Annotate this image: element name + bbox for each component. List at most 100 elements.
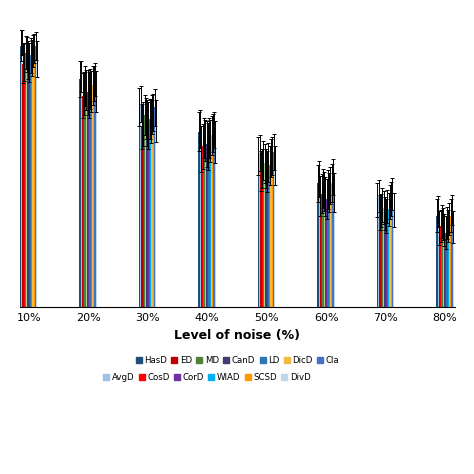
Bar (449, 219, 450, 308)
Bar (82, 96, 83, 308)
Bar (444, 230, 445, 308)
Bar (94, 80, 96, 308)
Bar (87, 92, 88, 308)
Bar (155, 121, 156, 308)
Bar (331, 182, 332, 308)
Bar (213, 130, 215, 308)
Bar (447, 226, 449, 308)
Bar (268, 162, 269, 308)
Bar (36, 59, 37, 308)
Bar (260, 171, 262, 308)
Bar (320, 196, 321, 308)
Bar (22, 64, 24, 308)
Bar (96, 91, 97, 308)
Bar (388, 210, 389, 308)
Bar (440, 226, 441, 308)
Bar (215, 142, 216, 308)
Bar (150, 121, 151, 308)
Bar (200, 129, 201, 308)
Bar (330, 185, 331, 308)
Bar (328, 193, 330, 308)
Bar (90, 89, 91, 308)
Bar (27, 60, 29, 308)
Bar (389, 202, 391, 308)
Bar (384, 213, 385, 308)
Bar (393, 210, 394, 308)
Bar (88, 95, 90, 308)
Bar (274, 165, 275, 308)
Bar (265, 169, 266, 308)
Bar (20, 46, 21, 308)
Bar (273, 152, 274, 308)
Bar (258, 155, 259, 308)
Bar (259, 153, 260, 308)
Bar (264, 163, 265, 308)
Bar (332, 177, 334, 308)
Bar (381, 210, 382, 308)
Bar (91, 91, 92, 308)
Bar (209, 138, 210, 308)
Bar (139, 107, 140, 308)
Bar (438, 211, 439, 308)
Bar (439, 228, 440, 308)
Bar (436, 216, 438, 308)
Bar (324, 191, 325, 308)
Bar (81, 76, 82, 308)
Bar (443, 224, 444, 308)
Bar (79, 79, 81, 308)
Bar (269, 165, 270, 308)
Bar (26, 55, 27, 308)
Bar (205, 141, 206, 308)
Bar (34, 49, 35, 308)
Bar (382, 205, 383, 308)
Legend: AvgD, CosD, CorD, WIAD, SCSD, DivD: AvgD, CosD, CorD, WIAD, SCSD, DivD (103, 373, 311, 382)
Bar (317, 183, 319, 308)
Bar (86, 90, 87, 308)
Bar (35, 46, 36, 308)
Bar (450, 216, 451, 308)
Bar (141, 127, 143, 308)
Bar (206, 144, 207, 308)
Bar (262, 169, 263, 308)
Bar (146, 123, 147, 308)
Bar (144, 115, 145, 308)
Bar (272, 155, 273, 308)
Bar (83, 93, 84, 308)
Bar (198, 132, 200, 308)
Bar (451, 210, 453, 308)
Bar (210, 141, 211, 308)
Bar (387, 207, 388, 308)
Bar (145, 118, 146, 308)
Bar (334, 193, 335, 308)
Bar (321, 194, 322, 308)
Bar (147, 126, 149, 308)
Bar (202, 146, 203, 308)
Bar (203, 138, 205, 308)
Bar (212, 133, 213, 308)
Bar (270, 158, 272, 308)
Bar (154, 108, 155, 308)
Bar (201, 149, 202, 308)
Bar (151, 115, 153, 308)
Bar (378, 196, 379, 308)
Bar (383, 208, 384, 308)
Bar (24, 62, 25, 308)
Bar (84, 86, 86, 308)
Bar (441, 222, 443, 308)
Bar (211, 135, 212, 308)
Bar (391, 199, 392, 308)
Bar (385, 216, 387, 308)
Bar (326, 200, 328, 308)
Bar (445, 233, 447, 308)
Bar (143, 124, 144, 308)
Bar (377, 200, 378, 308)
X-axis label: Level of noise (%): Level of noise (%) (174, 328, 301, 342)
Bar (32, 51, 34, 308)
Bar (207, 146, 209, 308)
Bar (25, 53, 26, 308)
Bar (322, 188, 324, 308)
Bar (153, 112, 154, 308)
Bar (140, 104, 141, 308)
Bar (149, 118, 150, 308)
Bar (31, 58, 32, 308)
